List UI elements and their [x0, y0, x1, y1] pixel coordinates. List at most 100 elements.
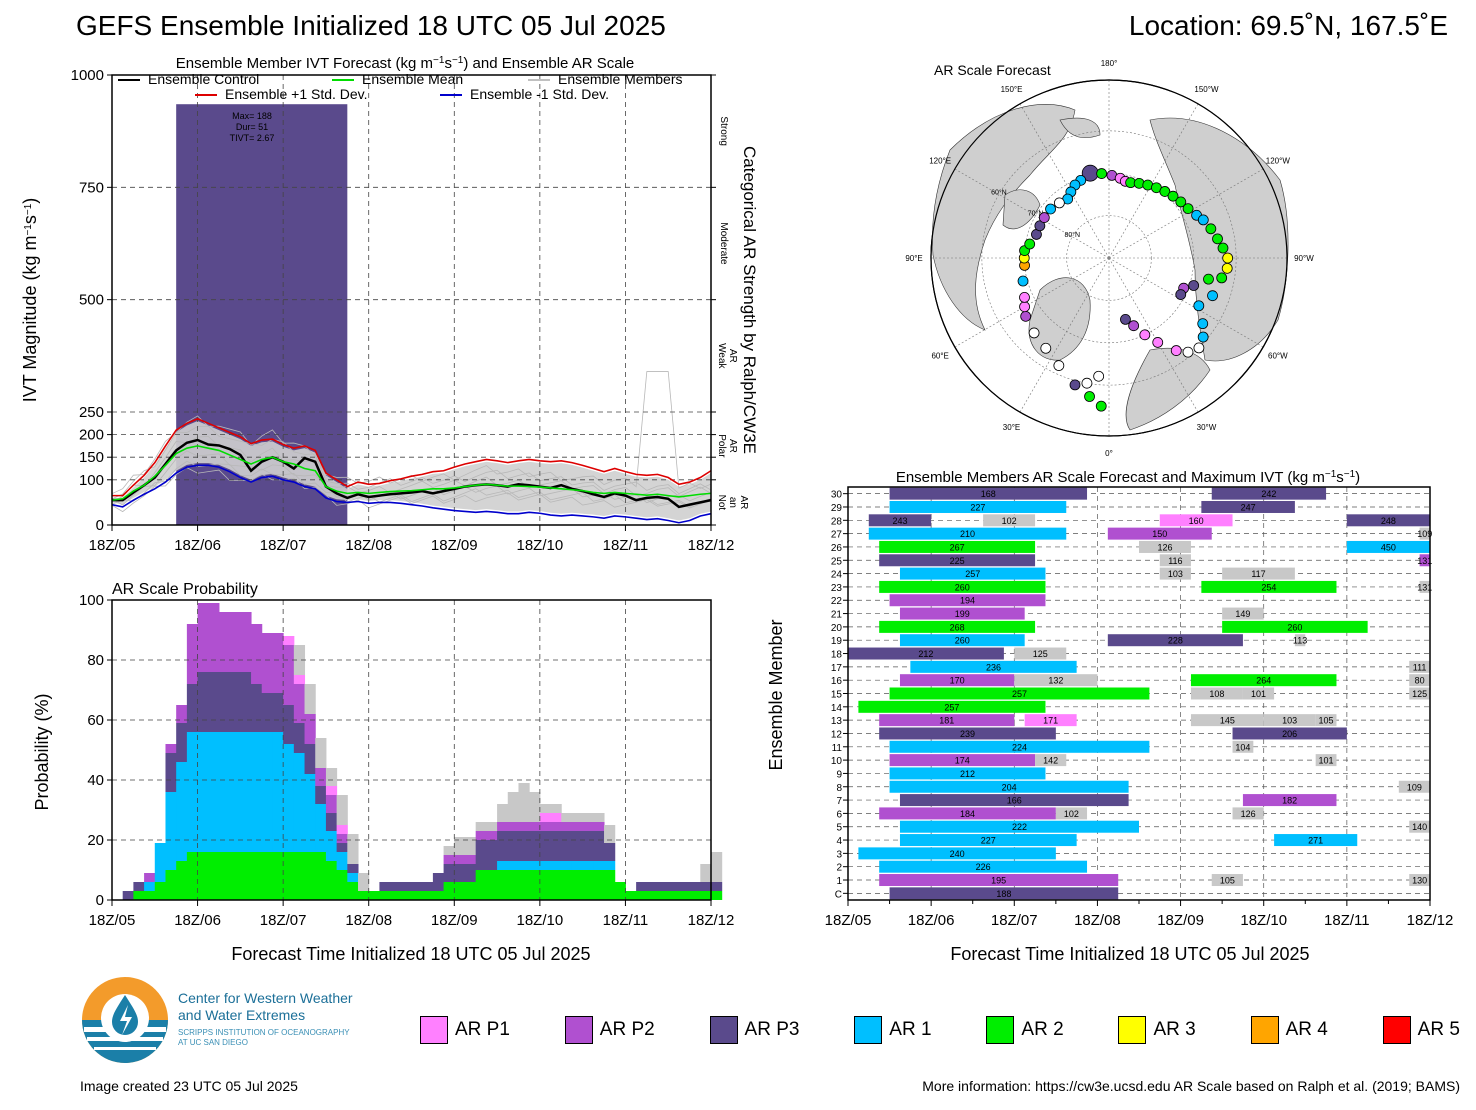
x-tick-label: 18Z/05: [89, 537, 136, 554]
prob-bar-ar-2: [550, 870, 562, 900]
member-event-value: 102: [1064, 809, 1079, 819]
x-tick-label: 18Z/05: [825, 912, 872, 929]
ar-point: [1095, 400, 1107, 412]
member-event-bar: [1222, 567, 1295, 580]
prob-bar-gray: [529, 792, 541, 822]
page-title: GEFS Ensemble Initialized 18 UTC 05 Jul …: [76, 10, 666, 41]
ar-point: [1019, 301, 1030, 313]
prob-bar-gray: [347, 834, 359, 864]
title-part: −1: [23, 224, 34, 236]
member-label: 4: [836, 836, 842, 847]
title-part: −1: [1344, 469, 1356, 480]
legend-label: AR P3: [744, 1019, 800, 1040]
member-line: [111, 460, 712, 507]
member-event-value: 109: [1417, 529, 1432, 539]
prob-bar-ar-1: [529, 861, 541, 870]
prob-bar-ar-1: [251, 732, 263, 852]
ar-point: [1017, 275, 1029, 287]
member-event-value: 206: [1282, 729, 1297, 739]
member-label: C: [835, 889, 842, 900]
ar-probability-panel: AR Scale Probability Probability (%) For…: [32, 581, 734, 964]
prob-bar-ar-p2: [593, 822, 605, 831]
longitude-label: 0°: [1105, 449, 1113, 458]
x-tick-label: 18Z/08: [345, 537, 392, 554]
member-line: [111, 450, 712, 506]
member-event-value: 117: [1251, 569, 1265, 579]
prob-bar-ar-2: [646, 891, 659, 900]
x-tick-label: 18Z/06: [174, 912, 221, 929]
cw3e-logo-icon: [82, 977, 168, 1063]
prob-bar-ar-1: [283, 744, 295, 852]
ar-point: [1193, 342, 1205, 354]
member-event-bar: [1294, 634, 1306, 647]
ar-point: [1188, 280, 1200, 291]
prob-bar-ar-p2: [197, 603, 209, 672]
ar-point: [1069, 379, 1081, 391]
ar-point: [1197, 214, 1209, 226]
prob-bar-ar-2: [529, 870, 541, 900]
title-part: −1: [452, 55, 464, 66]
longitude-label: 150°E: [1001, 85, 1023, 94]
prob-bar-ar-p3: [668, 882, 680, 891]
x-tick-label: 18Z/11: [603, 537, 649, 554]
ar-point: [1221, 262, 1233, 274]
ivt-forecast-panel: Ensemble Member IVT Forecast (kg m−1s−1)…: [20, 55, 759, 555]
prob-bar-ar-1: [571, 861, 584, 870]
prob-bar-ar-1: [497, 861, 509, 870]
ar-point: [1093, 370, 1105, 382]
longitude-label: 90°E: [905, 254, 922, 263]
prob-bar-ar-2: [144, 891, 156, 900]
member-label: 12: [831, 729, 843, 740]
ar-point: [1128, 320, 1140, 332]
prob-bar-ar-1: [315, 804, 327, 852]
member-event-value: 111: [1413, 662, 1427, 672]
prob-bar-ar-p3: [336, 843, 348, 852]
member-event-value: 222: [1012, 822, 1027, 832]
legend-ar-3: AR 3: [1118, 1016, 1196, 1044]
ar-point: [1020, 310, 1032, 322]
member-event-value: 125: [1412, 689, 1427, 699]
member-event-value: 131: [1417, 582, 1432, 592]
prob-bar-ar-2: [251, 852, 263, 900]
prob-bar-ar-2: [400, 891, 412, 900]
series-line-ensemble-1-std-dev-: [112, 417, 712, 497]
ar-point: [1205, 223, 1217, 235]
x-tick-label: 18Z/07: [260, 912, 307, 929]
prob-bar-ar-p3: [197, 672, 209, 732]
prob-bar-gray: [550, 804, 562, 813]
member-event-bar: [1211, 874, 1243, 887]
prob-bar-ar-2: [497, 870, 509, 900]
prob-bar-ar-1: [582, 861, 594, 870]
prob-bar-ar-p2: [208, 603, 220, 672]
legend-ar-p1: AR P1: [420, 1016, 510, 1044]
prob-bar-ar-p3: [240, 672, 252, 732]
longitude-label: 120°E: [929, 157, 951, 166]
member-event-value: 171: [1043, 716, 1058, 726]
prob-bar-ar-2: [218, 852, 231, 900]
member-label: 26: [831, 543, 843, 554]
member-label: 7: [836, 796, 842, 807]
prob-bar-ar-p2: [507, 822, 519, 831]
member-line: [111, 435, 712, 502]
x-tick-label: 18Z/09: [1157, 912, 1204, 929]
ar-point: [1167, 190, 1179, 202]
latitude-label: 70°N: [1028, 210, 1044, 218]
prob-bar-ar-2: [571, 870, 584, 900]
legend-swatch: [854, 1016, 883, 1044]
ar-point: [1024, 238, 1036, 250]
ar-point: [1222, 252, 1234, 264]
member-event-bar: [899, 820, 1139, 833]
legend-ar-2: AR 2: [986, 1016, 1064, 1044]
prob-bar-ar-p3: [261, 693, 273, 732]
prob-bar-ar-p2: [529, 822, 541, 831]
prob-bar-ar-1: [604, 861, 616, 870]
title-part: ): [20, 198, 40, 204]
ar-point: [1139, 329, 1151, 341]
member-label: 17: [831, 663, 843, 674]
prob-bar-ar-p3: [133, 882, 145, 891]
y-tick-label: 750: [79, 179, 104, 196]
ar-point: [1053, 197, 1065, 209]
member-event-bar: [1139, 540, 1191, 553]
prob-bar-ar-2: [261, 852, 273, 900]
prob-bar-ar-2: [689, 891, 701, 900]
